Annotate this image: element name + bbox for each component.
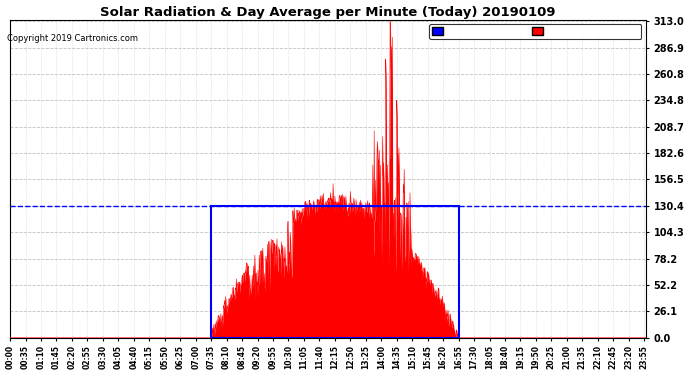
Title: Solar Radiation & Day Average per Minute (Today) 20190109: Solar Radiation & Day Average per Minute… bbox=[100, 6, 555, 18]
Bar bbox=[211, 206, 459, 338]
Legend: Median (W/m2), Radiation (W/m2): Median (W/m2), Radiation (W/m2) bbox=[429, 24, 642, 39]
Text: Copyright 2019 Cartronics.com: Copyright 2019 Cartronics.com bbox=[7, 34, 138, 43]
